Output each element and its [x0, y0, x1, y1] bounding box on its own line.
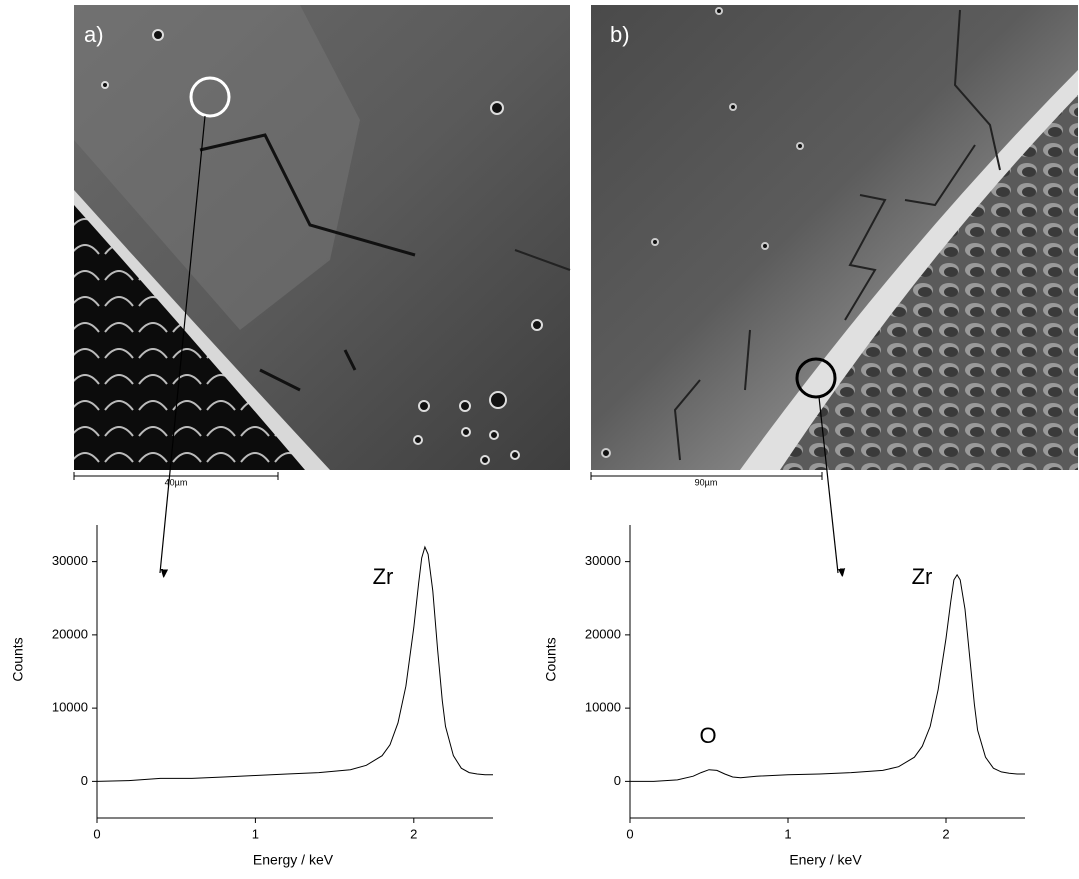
peak-label: O	[699, 723, 716, 748]
x-tick-label: 0	[626, 826, 633, 841]
panel-label: b)	[610, 22, 630, 47]
y-tick-label: 30000	[52, 553, 88, 568]
peak-label: Zr	[373, 564, 394, 589]
x-tick-label: 2	[942, 826, 949, 841]
y-tick-label: 20000	[52, 626, 88, 641]
spectrum-line	[97, 547, 493, 781]
y-tick-label: 20000	[585, 626, 621, 641]
x-tick-label: 2	[410, 826, 417, 841]
x-tick-label: 0	[93, 826, 100, 841]
x-tick-label: 1	[252, 826, 259, 841]
figure: a) 40µm 0 10000 20000 30000 0 1 2 Energy / keV Cou…	[0, 0, 1079, 879]
y-tick-label: 10000	[52, 700, 88, 715]
spectrum-line	[630, 575, 1025, 782]
y-tick-label: 0	[614, 773, 621, 788]
y-axis-label: Counts	[543, 637, 559, 681]
x-tick-label: 1	[784, 826, 791, 841]
scale-bar-label: 90µm	[695, 477, 718, 487]
y-axis-label: Counts	[10, 637, 26, 681]
y-tick-label: 10000	[585, 700, 621, 715]
sem-image-b	[591, 5, 1078, 470]
scale-bar-label: 40µm	[165, 477, 188, 487]
x-axis-label: Energy / keV	[253, 852, 334, 868]
y-tick-label: 30000	[585, 553, 621, 568]
peak-label: Zr	[912, 564, 933, 589]
sem-image-a	[74, 5, 570, 470]
panel-label: a)	[84, 22, 104, 47]
y-tick-label: 0	[81, 773, 88, 788]
x-axis-label: Enery / keV	[789, 852, 862, 868]
